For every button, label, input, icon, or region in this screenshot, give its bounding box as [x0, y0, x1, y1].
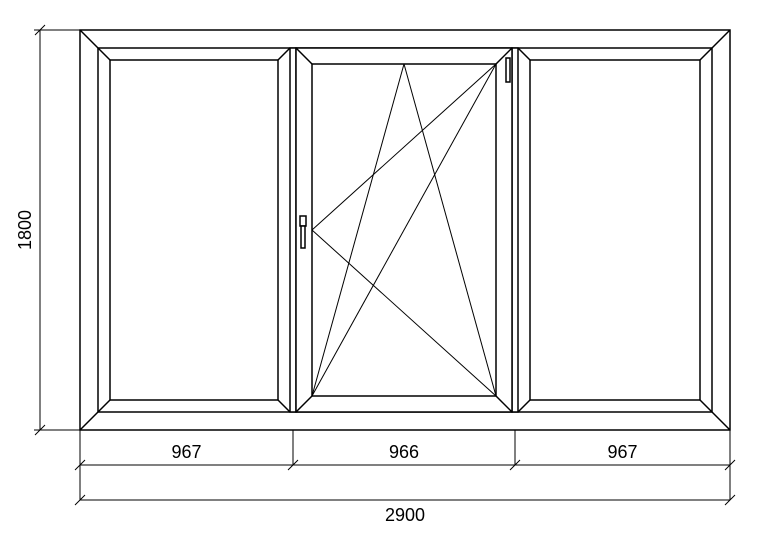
dim-height-label: 1800 — [15, 210, 35, 250]
dim-total-width-label: 2900 — [385, 505, 425, 525]
dim-total-width: 2900 — [75, 465, 735, 525]
dim-panel-width-label: 967 — [607, 442, 637, 462]
panel-center-tilt-turn — [296, 48, 512, 412]
window-diagram: 1800 967 966 967 2900 — [0, 0, 774, 552]
dim-height: 1800 — [15, 25, 80, 435]
dim-panel-widths: 967 966 967 — [75, 430, 735, 470]
dim-panel-width-label: 967 — [171, 442, 201, 462]
panel-right-fixed — [518, 48, 712, 412]
hinge-icon — [506, 58, 510, 82]
panel-left-fixed — [98, 48, 290, 412]
handle-icon — [300, 216, 306, 248]
dim-panel-width-label: 966 — [389, 442, 419, 462]
